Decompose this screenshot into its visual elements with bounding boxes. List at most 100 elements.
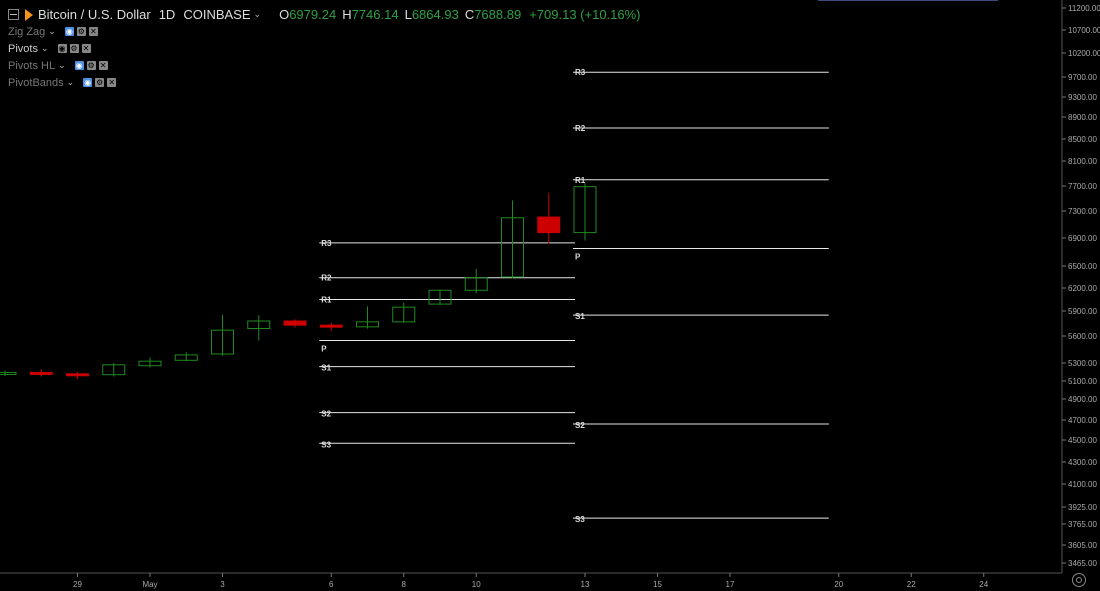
ohlc-close-value: 7688.89 [474,7,522,22]
gear-icon[interactable]: ⚙ [86,61,96,70]
close-icon[interactable]: ✕ [98,61,108,70]
close-icon[interactable]: ✕ [88,27,98,36]
ohlc-close-label: C [464,7,475,22]
gear-icon[interactable]: ⚙ [95,78,105,87]
candle-body [501,217,524,278]
indicator-buttons: ◉ ⚙ ✕ [62,27,98,36]
candle-body [174,354,198,361]
time-tick-label: 22 [907,580,916,589]
pivot-label-r2: R2 [575,124,586,133]
indicator-name[interactable]: Pivots HL [8,59,56,72]
price-tick-label: 11200.00 [1068,4,1100,13]
time-tick-label: 13 [581,580,590,589]
candle-body [428,289,452,305]
indicator-row: Pivots HL ⌄ ◉ ⚙ ✕ [8,57,641,74]
price-tick-label: 10200.00 [1068,49,1100,58]
price-tick-label: 8900.00 [1068,113,1097,122]
ohlc-high-label: H [342,7,352,22]
price-tick-label: 3765.00 [1068,520,1097,529]
ohlc-change-value: +709.13 (+10.16%) [529,7,641,22]
pivot-label-s1: S1 [575,312,585,321]
symbol-row: Bitcoin / U.S. Dollar 1D COINBASE ⌄ O 697… [8,6,641,23]
candle-body [464,277,488,291]
price-tick-label: 9300.00 [1068,93,1097,102]
pivot-label-s2: S2 [321,410,331,419]
price-tick-label: 3465.00 [1068,559,1097,568]
price-tick-label: 4500.00 [1068,436,1097,445]
price-tick-label: 7700.00 [1068,182,1097,191]
pivot-label-r1: R1 [575,176,586,185]
interval-label[interactable]: 1D [158,7,176,22]
indicator-name[interactable]: Pivots [8,42,38,55]
price-tick-label: 5100.00 [1068,377,1097,386]
chevron-down-icon[interactable]: ⌄ [58,60,66,70]
pivot-label-p: P [321,345,327,354]
indicator-buttons: ◉ ⚙ ✕ [72,61,108,70]
indicator-buttons: ◉ ⚙ ✕ [80,78,117,87]
time-tick-label: 6 [329,580,334,589]
pivot-label-s3: S3 [321,440,331,449]
top-divider [818,0,998,1]
price-tick-label: 8500.00 [1068,135,1097,144]
chevron-down-icon[interactable]: ⌄ [48,26,56,36]
pivot-label-r1: R1 [321,296,332,305]
indicator-name[interactable]: Zig Zag [8,25,46,38]
chevron-down-icon[interactable]: ⌄ [40,43,49,53]
ohlc-open-label: O [279,7,290,22]
coinbase-logo-icon [25,8,33,21]
candle-body [138,360,162,367]
pivot-label-r2: R2 [321,274,332,283]
time-tick-label: 8 [402,580,407,589]
candle-body [319,324,343,328]
close-icon[interactable]: ✕ [107,78,117,87]
price-tick-label: 4100.00 [1068,480,1097,489]
price-tick-label: 9700.00 [1068,73,1097,82]
candle-body [356,321,379,328]
chart-legend: Bitcoin / U.S. Dollar 1D COINBASE ⌄ O 697… [8,6,641,91]
gear-icon[interactable]: ⚙ [69,44,79,53]
pivot-label-r3: R3 [575,68,586,77]
eye-icon[interactable]: ◉ [57,44,67,53]
indicator-row: PivotBands ⌄ ◉ ⚙ ✕ [8,74,641,91]
collapse-icon[interactable] [8,9,19,20]
price-tick-label: 4900.00 [1068,395,1097,404]
pivot-label-s1: S1 [321,364,331,373]
pivot-label-p: P [575,253,581,262]
symbol-name[interactable]: Bitcoin / U.S. Dollar [38,7,151,22]
candle-body [573,186,597,234]
price-tick-label: 10700.00 [1068,26,1100,35]
candle-body [29,371,53,375]
time-tick-label: May [142,580,157,589]
price-tick-label: 5600.00 [1068,332,1097,341]
gear-icon[interactable]: ⚙ [76,27,86,36]
time-tick-label: 15 [653,580,662,589]
eye-icon[interactable]: ◉ [83,78,93,87]
price-tick-label: 3925.00 [1068,503,1097,512]
exchange-label[interactable]: COINBASE [183,7,251,22]
price-tick-label: 6500.00 [1068,262,1097,271]
time-tick-label: 10 [472,580,481,589]
chevron-down-icon[interactable]: ⌄ [66,77,75,87]
price-tick-label: 6200.00 [1068,284,1097,293]
chevron-down-icon[interactable]: ⌄ [253,9,262,19]
pivot-label-r3: R3 [321,239,332,248]
candle-body [247,320,271,329]
candle-body [0,371,17,375]
price-tick-label: 7300.00 [1068,207,1097,216]
eye-icon[interactable]: ◉ [74,61,84,70]
price-tick-label: 4700.00 [1068,416,1097,425]
close-icon[interactable]: ✕ [81,44,91,53]
time-tick-label: 24 [979,580,988,589]
price-tick-label: 4300.00 [1068,458,1097,467]
time-tick-label: 29 [73,580,82,589]
indicator-row: Zig Zag ⌄ ◉ ⚙ ✕ [8,23,641,40]
ohlc-low-value: 6864.93 [411,7,459,22]
price-tick-label: 3605.00 [1068,541,1097,550]
pivot-label-s2: S2 [575,421,585,430]
eye-icon[interactable]: ◉ [64,27,74,36]
settings-gear-icon[interactable] [1072,573,1086,587]
indicator-row: Pivots ⌄ ◉ ⚙ ✕ [8,40,641,57]
indicator-name[interactable]: PivotBands [8,76,64,89]
time-tick-label: 20 [834,580,843,589]
